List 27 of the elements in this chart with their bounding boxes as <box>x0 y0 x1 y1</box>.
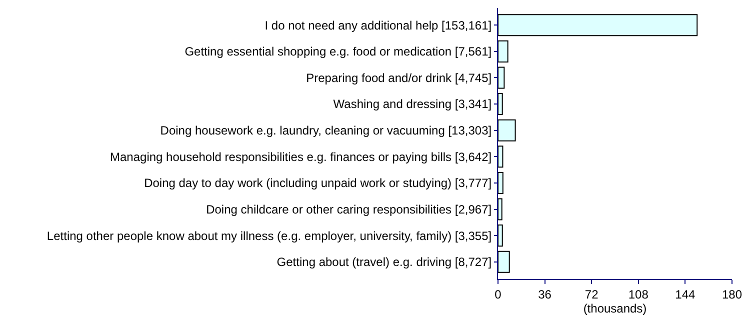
x-tick-label: 72 <box>584 287 599 302</box>
y-tick-label: Getting essential shopping e.g. food or medication [7,561] <box>184 44 492 59</box>
bar <box>498 198 502 220</box>
bar <box>498 119 516 142</box>
y-tick-label: Managing household responsibilities e.g. finances or paying bills [3,642] <box>110 150 492 164</box>
x-tick-label: 144 <box>675 287 696 302</box>
y-tick-label: Letting other people know about my illness (e.g. employer, university, family) [3,355] <box>46 228 492 243</box>
bar <box>498 250 510 273</box>
bar <box>498 224 503 247</box>
bar <box>498 172 504 194</box>
y-tick-label: Doing childcare or other caring responsibilities [2,967] <box>206 202 492 216</box>
bar <box>498 146 504 168</box>
y-tick-label: Washing and dressing [3,341] <box>333 97 492 112</box>
x-axis-title: (thousands) <box>583 301 647 316</box>
bar <box>498 40 508 62</box>
y-tick-label: Preparing food and/or drink [4,745] <box>306 70 492 85</box>
y-tick-label: Doing day to day work (including unpaid work or studying) [3,777] <box>144 176 492 190</box>
y-tick-label: Getting about (travel) e.g. driving [8,727] <box>276 255 492 270</box>
y-tick-label: I do not need any additional help [153,161] <box>264 18 492 32</box>
bar <box>498 93 503 116</box>
bar <box>498 66 505 89</box>
y-tick-label: Doing housework e.g. laundry, cleaning or vacuuming [13,303] <box>160 124 492 138</box>
x-tick-label: 36 <box>538 287 552 302</box>
x-tick-label: 180 <box>722 287 742 302</box>
x-tick-label: 0 <box>494 287 502 302</box>
x-tick-label: 108 <box>628 287 649 302</box>
bar <box>498 14 698 36</box>
